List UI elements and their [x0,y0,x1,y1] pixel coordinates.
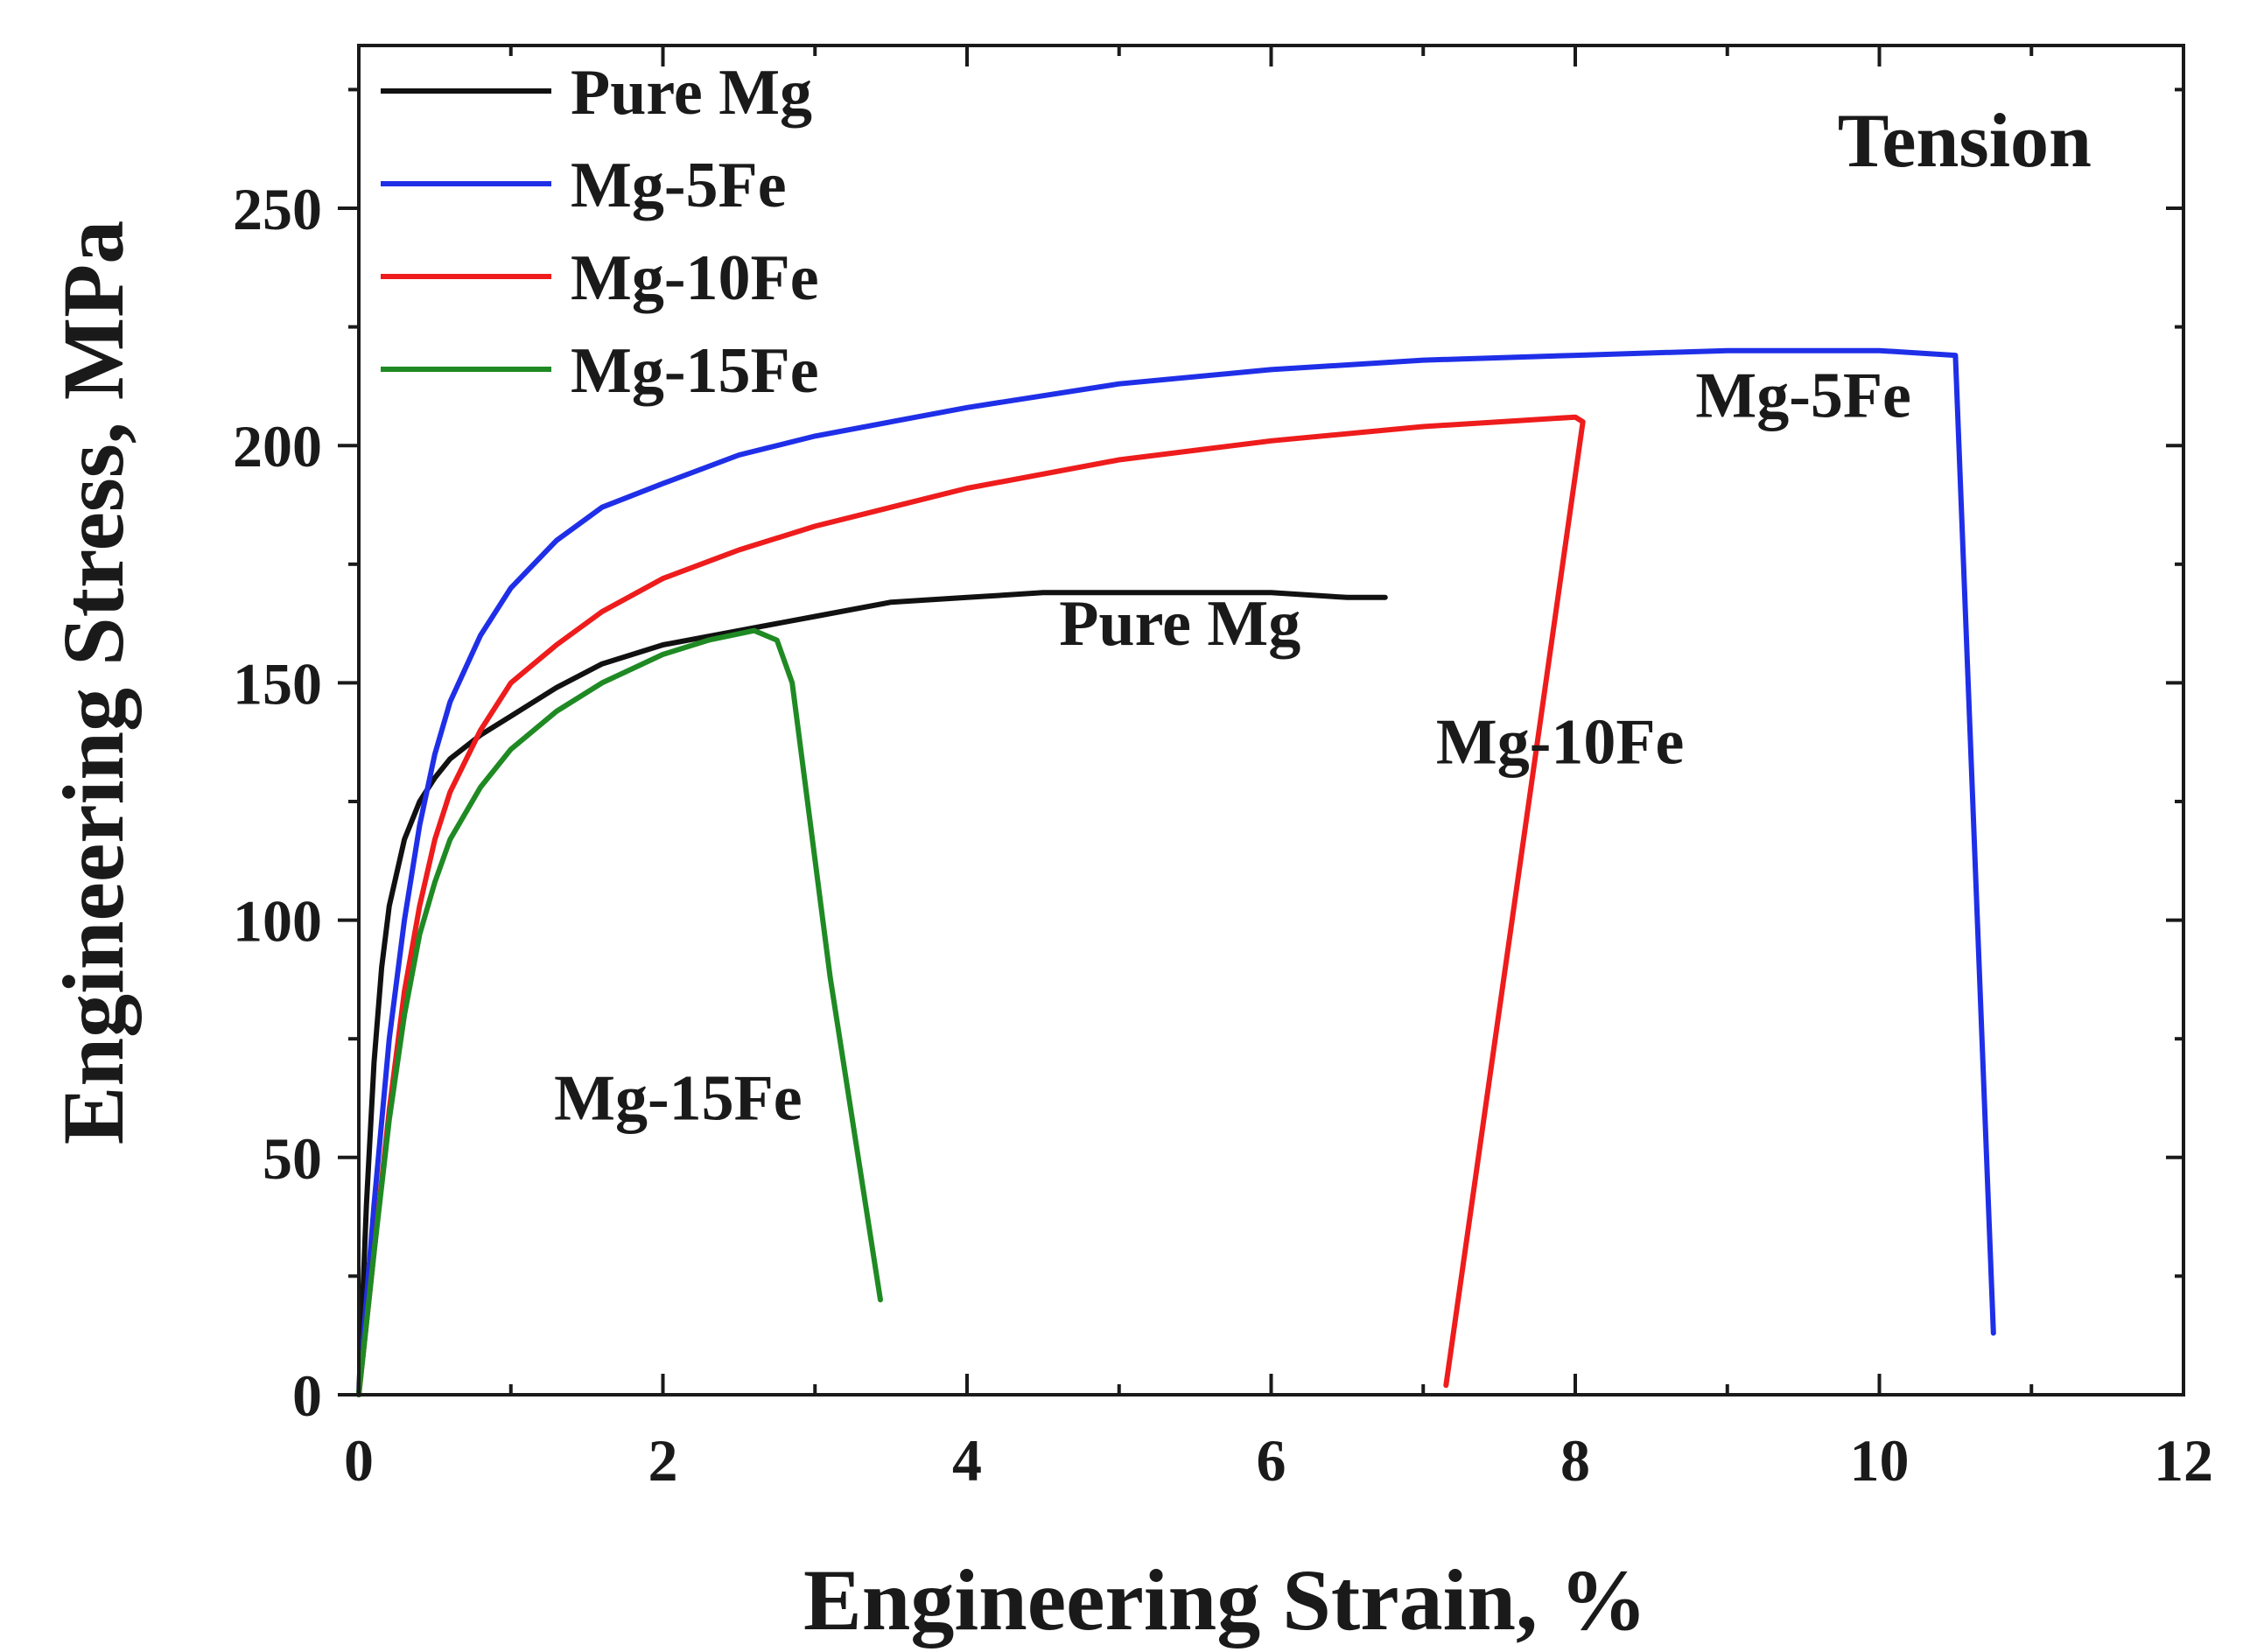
series-layer [356,347,1996,1397]
legend-label-pure-mg: Pure Mg [571,57,812,129]
x-tick-label: 2 [648,1427,678,1494]
y-tick-label: 0 [292,1362,322,1429]
x-tick-label: 6 [1257,1427,1286,1494]
annotation-pure-mg: Pure Mg [1059,588,1300,660]
annotation-mg-10fe: Mg-10Fe [1436,707,1685,779]
x-tick-label: 0 [344,1427,374,1494]
x-tick-label: 10 [1850,1427,1910,1494]
legend-label-mg-5fe: Mg-5Fe [571,150,787,221]
annotations: Pure Mg Mg-5Fe Mg-10Fe Mg-15Fe [554,360,1911,1135]
x-tick-label: 4 [952,1427,982,1494]
y-tick-label: 150 [233,650,322,717]
legend-label-mg-10fe: Mg-10Fe [571,242,819,314]
y-axis-label: Engineering Stress, MPa [45,220,142,1144]
annotation-mg-5fe: Mg-5Fe [1695,360,1911,432]
series-line-mg-15fe [356,627,883,1397]
chart-title: Tension [1838,99,2092,184]
series-line-mg-5fe [356,347,1996,1397]
annotation-mg-15fe: Mg-15Fe [554,1062,803,1134]
series-line-mg-10fe [356,414,1586,1397]
y-tick-label: 250 [233,176,322,242]
ticks-layer: 0 2 4 6 8 10 12 0 50 100 150 200 250 [233,46,2213,1494]
x-tick-label: 12 [2154,1427,2213,1494]
x-axis-label: Engineering Strain, % [803,1551,1647,1648]
series-line-pure-mg [356,590,1388,1397]
y-tick-label: 50 [263,1125,322,1192]
legend: Pure Mg Mg-5Fe Mg-10Fe Mg-15Fe [381,57,819,407]
legend-label-mg-15fe: Mg-15Fe [571,335,819,407]
y-tick-label: 200 [233,413,322,480]
x-tick-label: 8 [1560,1427,1590,1494]
y-tick-label: 100 [233,888,322,955]
